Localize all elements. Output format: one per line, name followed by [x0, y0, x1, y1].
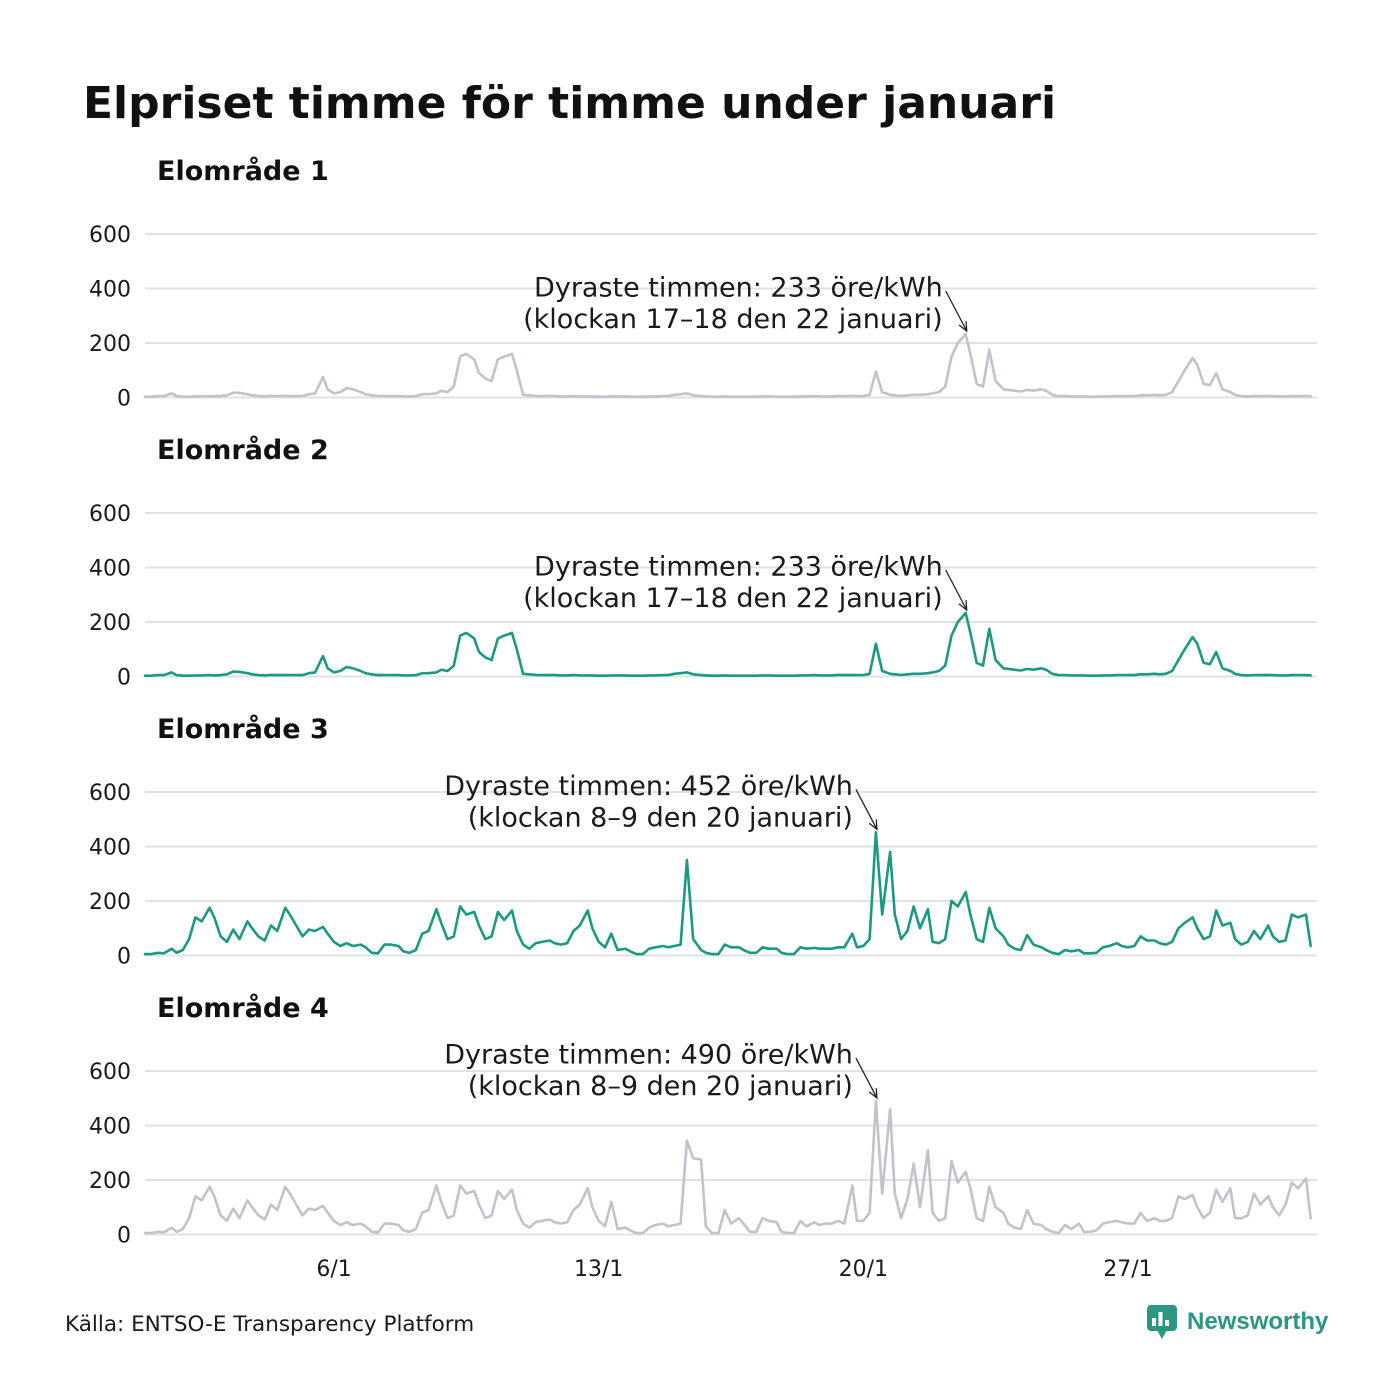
annotation-line-1: Dyraste timmen: 233 öre/kWh [534, 273, 943, 304]
annotation-line-2: (klockan 8–9 den 20 januari) [468, 802, 853, 833]
x-tick-label: 20/1 [839, 1257, 888, 1282]
y-tick-label: 400 [89, 557, 131, 582]
newsworthy-logo-icon [1147, 1305, 1177, 1339]
x-axis: 6/1 13/1 20/1 27/1 [316, 1257, 1152, 1282]
y-tick-label: 0 [117, 666, 131, 691]
source-note: Källa: ENTSO-E Transparency Platform [65, 1312, 474, 1337]
x-tick-label: 13/1 [574, 1257, 623, 1282]
annotation-arrowhead [958, 600, 968, 612]
annotation-arrowhead [868, 1088, 878, 1100]
annotation-line-1: Dyraste timmen: 233 öre/kWh [534, 552, 943, 583]
panel-title: Elområde 4 [157, 992, 329, 1024]
annotation-arrow [945, 569, 968, 611]
annotation-arrow [855, 1057, 878, 1099]
page-title: Elpriset timme för timme under januari [83, 78, 1056, 129]
panel-title: Elområde 2 [157, 434, 329, 466]
annotation-line-2: (klockan 8–9 den 20 januari) [468, 1071, 853, 1102]
y-tick-label: 0 [117, 387, 131, 412]
annotation-arrowhead [958, 321, 968, 333]
y-tick-label: 200 [89, 1169, 131, 1194]
price-line-elomrade-1 [143, 332, 1312, 398]
price-line-elomrade-4 [143, 1099, 1312, 1235]
y-tick-label: 600 [89, 502, 131, 527]
y-tick-label: 600 [89, 781, 131, 806]
y-tick-label: 600 [89, 223, 131, 248]
y-tick-label: 600 [89, 1060, 131, 1085]
annotation-arrow [945, 290, 968, 332]
y-tick-label: 400 [89, 278, 131, 303]
annotation-line-2: (klockan 17–18 den 22 januari) [523, 304, 943, 335]
y-tick-label: 0 [117, 945, 131, 970]
x-tick-label: 6/1 [316, 1257, 351, 1282]
y-tick-label: 200 [89, 332, 131, 357]
y-tick-label: 0 [117, 1224, 131, 1249]
panel-title: Elområde 3 [157, 713, 329, 745]
panel-elomrade-4: Elområde 4 0 200 400 600 Dyraste timmen: 490 … [89, 992, 1317, 1249]
price-line-elomrade-3 [143, 831, 1312, 956]
annotation-arrowhead [868, 819, 878, 831]
y-tick-label: 400 [89, 836, 131, 861]
y-tick-label: 200 [89, 611, 131, 636]
y-tick-label: 400 [89, 1115, 131, 1140]
annotation-line-1: Dyraste timmen: 490 öre/kWh [444, 1039, 853, 1070]
newsworthy-logo-text: Newsworthy [1187, 1308, 1329, 1335]
newsworthy-logo: Newsworthy [1147, 1305, 1329, 1339]
annotation-arrow [855, 789, 878, 830]
price-line-elomrade-2 [143, 611, 1312, 677]
panel-title: Elområde 1 [157, 155, 329, 187]
annotation-line-2: (klockan 17–18 den 22 januari) [523, 583, 943, 614]
panel-elomrade-1: Elområde 1 0 200 400 600 Dyraste timmen: 233 … [89, 155, 1317, 412]
panel-elomrade-3: Elområde 3 0 200 400 600 Dyraste timmen: 452 … [89, 713, 1317, 970]
annotation-line-1: Dyraste timmen: 452 öre/kWh [444, 771, 853, 802]
y-tick-label: 200 [89, 890, 131, 915]
panel-elomrade-2: Elområde 2 0 200 400 600 Dyraste timmen: 233 … [89, 434, 1317, 691]
x-tick-label: 27/1 [1103, 1257, 1152, 1282]
